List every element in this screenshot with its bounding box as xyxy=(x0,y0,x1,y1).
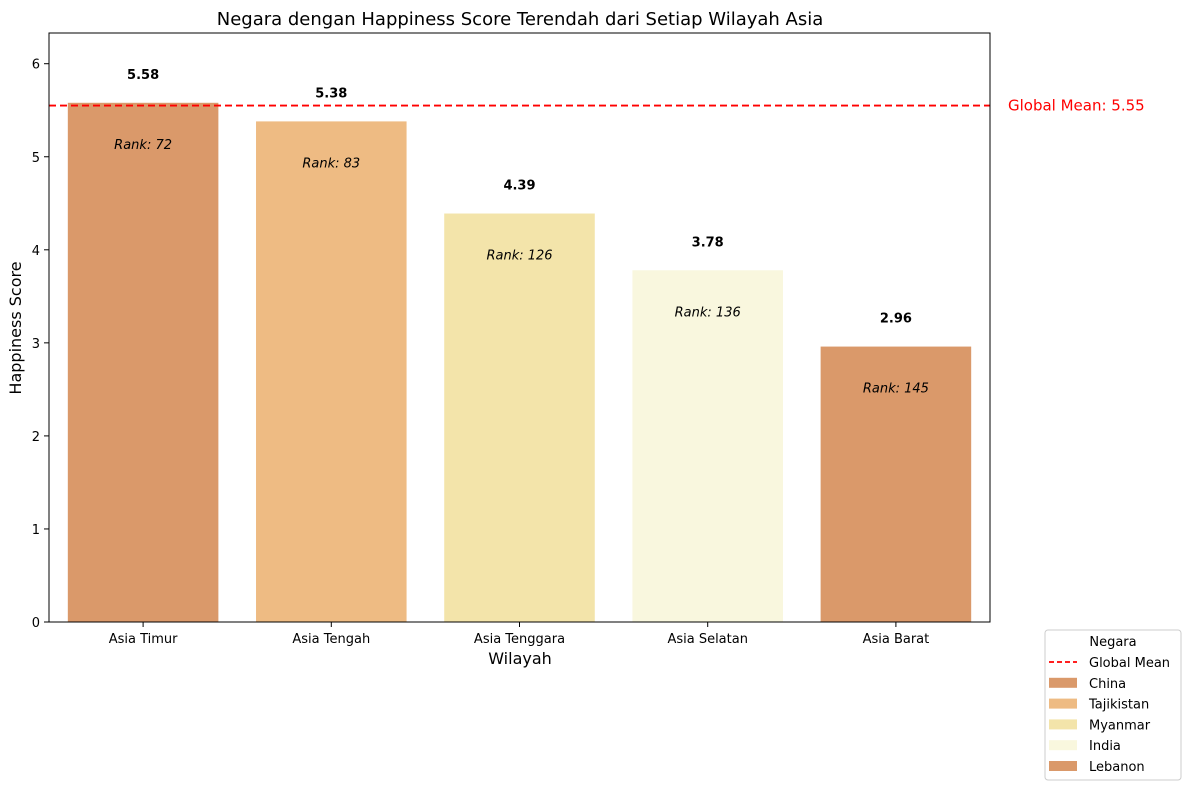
y-tick-label: 1 xyxy=(32,523,40,538)
bar xyxy=(820,346,972,622)
y-tick-label: 4 xyxy=(32,244,40,259)
global-mean-label: Global Mean: 5.55 xyxy=(1008,97,1145,115)
legend: Negara Global Mean China Tajikistan Myanmar I… xyxy=(1044,629,1182,781)
plot-frame xyxy=(48,32,991,623)
x-tick-label: Asia Timur xyxy=(109,632,178,647)
data-labels: 5.58 Rank: 72 5.38 Rank: 83 4.39 Rank: 126 3.7… xyxy=(114,68,929,397)
legend-swatch xyxy=(1049,761,1077,771)
legend-swatch xyxy=(1049,719,1077,730)
x-tick-label: Asia Tengah xyxy=(292,632,370,647)
legend-entry: Lebanon xyxy=(1089,760,1145,775)
legend-entry: Tajikistan xyxy=(1088,698,1149,713)
value-label: 4.39 xyxy=(503,179,535,194)
rank-label: Rank: 126 xyxy=(486,249,552,264)
legend-entry: Global Mean xyxy=(1089,656,1170,671)
x-tick-label: Asia Selatan xyxy=(667,632,748,647)
y-tick-label: 3 xyxy=(32,337,40,352)
value-label: 3.78 xyxy=(692,235,724,250)
y-axis: 0 1 2 3 4 5 6 xyxy=(32,58,49,631)
legend-entry: Myanmar xyxy=(1089,718,1151,733)
rank-label: Rank: 136 xyxy=(675,305,741,320)
y-tick-label: 0 xyxy=(32,616,40,631)
y-axis-label: Happiness Score xyxy=(6,261,25,394)
legend-swatch xyxy=(1049,698,1077,709)
legend-entry: India xyxy=(1089,739,1121,754)
value-label: 5.38 xyxy=(315,86,347,101)
chart-title: Negara dengan Happiness Score Terendah d… xyxy=(217,9,824,30)
global-mean-line: Global Mean: 5.55 xyxy=(49,97,1145,115)
bar xyxy=(632,270,783,622)
legend-entry: China xyxy=(1089,677,1126,692)
legend-swatch xyxy=(1049,740,1077,751)
rank-label: Rank: 145 xyxy=(863,382,929,397)
y-tick-label: 2 xyxy=(32,430,40,445)
legend-box xyxy=(1044,629,1182,781)
value-label: 5.58 xyxy=(127,68,159,83)
x-axis-label: Wilayah xyxy=(488,649,552,668)
y-tick-label: 5 xyxy=(32,151,40,166)
legend-title: Negara xyxy=(1089,635,1136,650)
value-label: 2.96 xyxy=(880,312,912,327)
bar xyxy=(256,121,407,623)
x-tick-label: Asia Barat xyxy=(863,632,930,647)
bar xyxy=(67,102,219,622)
legend-swatch xyxy=(1049,677,1077,688)
bar-series xyxy=(67,102,972,623)
x-axis: Asia Timur Asia Tengah Asia Tenggara Asia S… xyxy=(109,622,930,647)
bar xyxy=(444,213,595,622)
rank-label: Rank: 72 xyxy=(114,138,172,153)
x-tick-label: Asia Tenggara xyxy=(474,632,565,647)
rank-label: Rank: 83 xyxy=(302,156,360,171)
y-tick-label: 6 xyxy=(32,58,40,73)
